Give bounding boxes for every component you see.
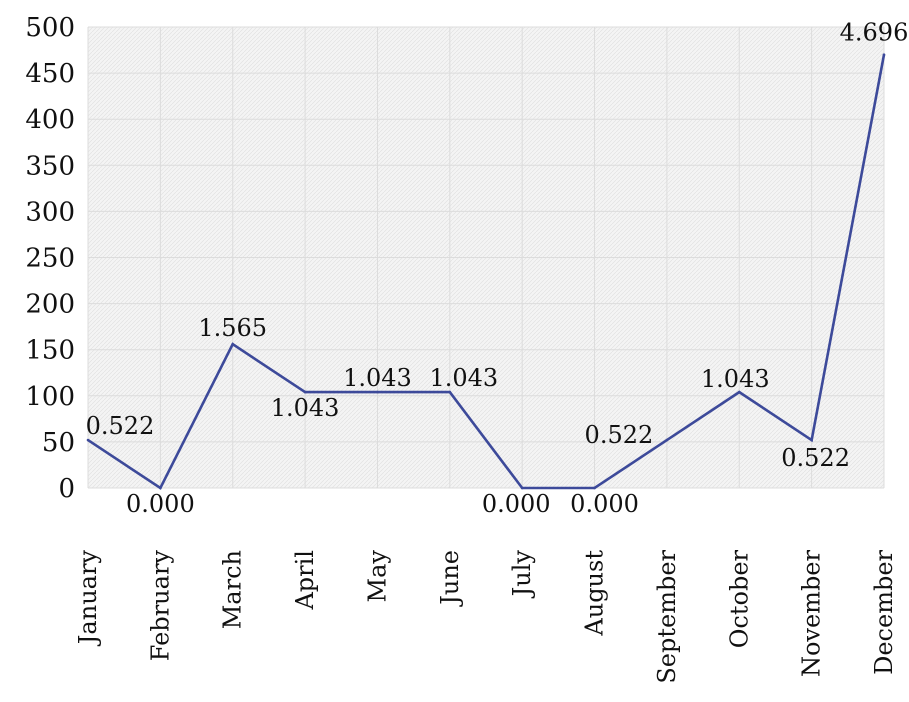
y-axis-tick-labels: 0 50 100 150 200 250 300 350 400 450 500 — [25, 13, 75, 504]
data-label: 0.000 — [570, 490, 639, 518]
y-tick-label: 200 — [25, 290, 75, 320]
x-tick-label: September — [653, 549, 681, 683]
x-tick-label: April — [291, 550, 319, 611]
y-tick-label: 250 — [25, 244, 75, 274]
x-tick-label: October — [725, 549, 753, 648]
data-point — [448, 390, 452, 394]
data-label: 0.522 — [585, 421, 654, 449]
y-tick-label: 0 — [58, 474, 75, 504]
y-tick-label: 50 — [42, 428, 75, 458]
y-tick-label: 500 — [25, 13, 75, 43]
data-point — [737, 390, 741, 394]
data-label: 1.565 — [198, 314, 267, 342]
x-tick-label: June — [436, 550, 464, 608]
data-point — [376, 390, 379, 394]
data-point — [159, 486, 162, 490]
gridlines — [87, 26, 885, 489]
data-label: 1.043 — [701, 365, 770, 393]
y-tick-label: 100 — [25, 382, 75, 412]
y-tick-label: 300 — [25, 197, 75, 227]
data-point — [520, 486, 524, 490]
x-tick-label: January — [74, 550, 102, 648]
data-point — [810, 438, 813, 442]
data-label: 1.043 — [429, 364, 498, 392]
data-point — [593, 486, 596, 490]
x-tick-label: May — [363, 550, 391, 603]
data-point — [86, 438, 90, 442]
data-label: 0.000 — [482, 490, 551, 518]
data-point — [231, 342, 235, 346]
data-label: 1.043 — [271, 394, 340, 422]
x-tick-label: July — [508, 550, 536, 600]
series-line — [87, 54, 886, 490]
y-tick-label: 450 — [25, 59, 75, 89]
series-line-group — [86, 53, 886, 490]
x-tick-label: August — [581, 550, 609, 637]
data-label: 1.043 — [343, 364, 412, 392]
y-tick-label: 400 — [25, 105, 75, 135]
data-point — [303, 390, 307, 394]
x-tick-label: March — [219, 550, 247, 629]
x-tick-label: December — [870, 549, 898, 674]
data-label: 0.522 — [86, 412, 155, 440]
y-tick-label: 350 — [25, 151, 75, 181]
x-tick-label: February — [146, 550, 174, 662]
y-tick-label: 150 — [25, 336, 75, 366]
data-label: 4.696 — [840, 19, 909, 47]
data-label: 0.000 — [126, 490, 195, 518]
data-point — [882, 53, 886, 56]
x-axis-tick-labels: January February March April May June July Augu… — [74, 549, 898, 683]
data-label: 0.522 — [781, 444, 850, 472]
data-point — [665, 438, 669, 442]
x-tick-label: November — [798, 549, 826, 677]
